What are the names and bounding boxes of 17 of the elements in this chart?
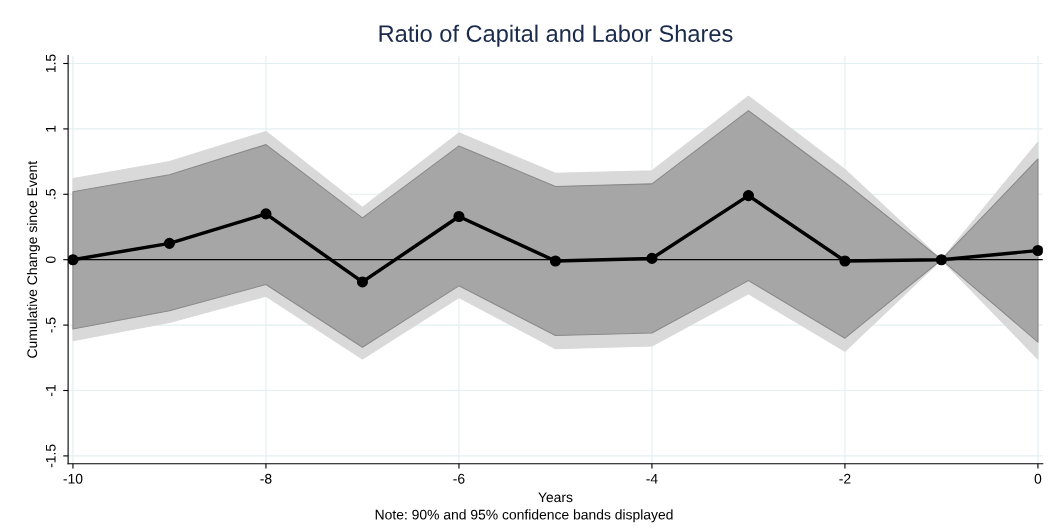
y-tick-label: .5 [45,189,56,199]
x-tick-label: 0 [1034,473,1042,484]
x-tick-label: -2 [839,473,851,484]
x-tick-label: -4 [646,473,658,484]
y-tick-label: 1.5 [45,54,56,73]
text: Note: 90% and 95% confidence bands displayed [375,509,673,523]
y-tick-label: 0 [45,256,56,264]
x-tick-label: -6 [453,473,465,484]
y-tick-label: -.5 [45,317,56,333]
x-tick-label: -8 [260,473,272,484]
y-tick-label: -1.5 [45,444,56,468]
x-axis-title: Years [538,492,573,503]
y-tick-label: 1 [45,125,56,132]
x-tick-label: -10 [63,473,83,484]
chart-title: Ratio of Capital and Labor Shares [379,24,733,47]
y-axis-title: Cumulative Change since Event [26,160,40,358]
y-tick-label: -1 [45,385,56,397]
